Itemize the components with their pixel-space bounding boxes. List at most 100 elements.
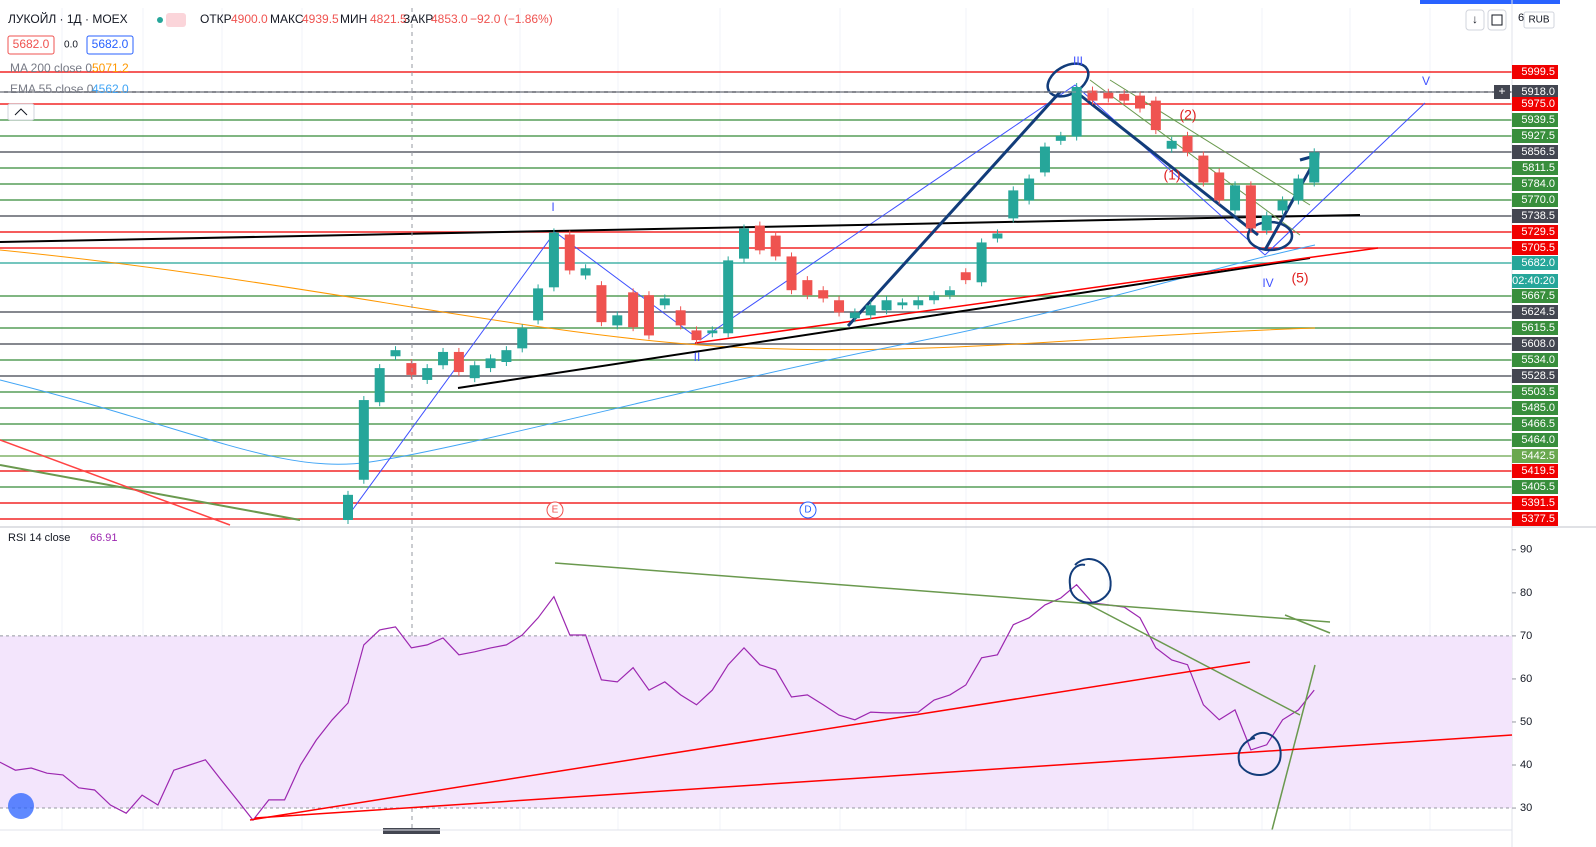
ohlc-value: 4853.0 bbox=[431, 12, 468, 26]
candle-body bbox=[802, 280, 813, 296]
symbol: ЛУКОЙЛ · 1Д · MOEX bbox=[8, 11, 128, 26]
ohlc-label: МИН bbox=[340, 12, 367, 26]
candle-body bbox=[1119, 93, 1130, 101]
candle-body bbox=[1135, 95, 1145, 109]
rsi-drawings bbox=[249, 558, 1513, 831]
candle-body bbox=[944, 290, 955, 296]
candles bbox=[343, 82, 1320, 524]
price-label: 5918.0 bbox=[1521, 86, 1555, 98]
price-label-bg bbox=[1512, 241, 1558, 255]
price-label: 5770.0 bbox=[1521, 194, 1555, 206]
event-marker[interactable] bbox=[546, 501, 564, 519]
candle-body bbox=[818, 290, 829, 299]
candle-body bbox=[707, 330, 718, 334]
price-label-bg bbox=[1512, 85, 1558, 99]
currency-button[interactable] bbox=[1523, 11, 1555, 29]
candle-body bbox=[628, 292, 639, 328]
candle-body bbox=[343, 494, 353, 520]
rsi-value: 66.91 bbox=[90, 532, 118, 544]
price-label-bg bbox=[1512, 353, 1558, 367]
reset-button[interactable] bbox=[1487, 9, 1507, 31]
price-label-bg bbox=[1512, 113, 1558, 127]
price-label-bg bbox=[1512, 274, 1558, 288]
y-tick-label: 80 bbox=[1520, 587, 1532, 599]
event-label: D bbox=[804, 505, 811, 516]
y-tick-label: 90 bbox=[1520, 544, 1532, 556]
candle-body bbox=[1230, 185, 1241, 211]
sell-button[interactable] bbox=[7, 35, 55, 55]
buy-button[interactable] bbox=[86, 35, 134, 55]
price-label: 5615.5 bbox=[1521, 322, 1555, 334]
price-label-bg bbox=[1512, 193, 1558, 207]
collapse-button[interactable] bbox=[7, 103, 35, 121]
candle-body bbox=[786, 256, 797, 291]
candle-body bbox=[659, 298, 670, 306]
candle-body bbox=[723, 260, 734, 334]
candle-body bbox=[1055, 135, 1066, 141]
price-label: 5405.5 bbox=[1521, 481, 1555, 493]
plus-icon: + bbox=[1498, 84, 1505, 98]
candle-body bbox=[453, 351, 464, 373]
candle-body bbox=[1245, 185, 1256, 229]
y-tick-label: 60 bbox=[1520, 673, 1532, 685]
price-label-bg bbox=[1512, 145, 1558, 159]
price-label: 5528.5 bbox=[1521, 370, 1555, 382]
spread: 0.0 bbox=[64, 40, 78, 51]
price-label: 02:40:20 bbox=[1512, 275, 1555, 287]
candle-body bbox=[1309, 152, 1320, 183]
price-label-bg bbox=[1512, 225, 1558, 239]
indicator-label: EMA 55 close 0 bbox=[10, 82, 94, 96]
price-label: 5534.0 bbox=[1521, 354, 1555, 366]
price-label-bg bbox=[1512, 512, 1558, 526]
candle-body bbox=[913, 300, 924, 306]
candle-body bbox=[1024, 178, 1035, 201]
candle-body bbox=[849, 312, 860, 319]
candle-body bbox=[406, 363, 417, 375]
candle-body bbox=[564, 234, 575, 271]
price-label-bg bbox=[1512, 496, 1558, 510]
candle-body bbox=[960, 272, 971, 281]
candle-body bbox=[929, 295, 940, 301]
plus-button[interactable] bbox=[1494, 85, 1510, 99]
candle-body bbox=[358, 400, 369, 480]
price-label: 5784.0 bbox=[1521, 178, 1555, 190]
event-marker[interactable] bbox=[799, 501, 817, 519]
price-label-bg bbox=[1512, 449, 1558, 463]
candle-body bbox=[596, 285, 607, 323]
price-label: 5503.5 bbox=[1521, 386, 1555, 398]
candle-body bbox=[1087, 90, 1098, 101]
price-label-bg bbox=[1512, 97, 1558, 111]
price-label-bg bbox=[1512, 65, 1558, 79]
price-label: 5442.5 bbox=[1521, 450, 1555, 462]
candle-body bbox=[533, 288, 544, 321]
price-label: 5856.5 bbox=[1521, 146, 1555, 158]
rsi-pane bbox=[0, 583, 1512, 822]
candle-body bbox=[485, 358, 496, 369]
wave: II bbox=[694, 350, 701, 364]
candle-body bbox=[834, 300, 845, 313]
price-label-bg bbox=[1512, 337, 1558, 351]
candle-body bbox=[422, 368, 433, 380]
candle-body bbox=[881, 300, 892, 311]
scroll-button[interactable] bbox=[1465, 9, 1485, 31]
ohlc-label: ОТКР bbox=[200, 12, 232, 26]
currency: RUB bbox=[1528, 15, 1549, 26]
candle-body bbox=[643, 295, 654, 336]
candle-body bbox=[1198, 155, 1209, 183]
price-label: 5811.5 bbox=[1522, 162, 1555, 174]
price-label-bg bbox=[1512, 417, 1558, 431]
top-bar bbox=[1420, 0, 1560, 4]
price-label-bg bbox=[1512, 305, 1558, 319]
price-label-bg bbox=[1512, 129, 1558, 143]
price-label-bg bbox=[1512, 401, 1558, 415]
candle-body bbox=[739, 228, 749, 259]
candle-body bbox=[1103, 92, 1114, 99]
time-highlight bbox=[383, 828, 440, 834]
logo[interactable] bbox=[8, 793, 34, 819]
candle-body bbox=[1071, 86, 1082, 137]
sell-price: 5682.0 bbox=[13, 37, 50, 51]
price-label-bg bbox=[1512, 289, 1558, 303]
price-label: 5975.0 bbox=[1521, 98, 1555, 110]
price-label-bg bbox=[1512, 161, 1558, 175]
candle-body bbox=[1039, 146, 1050, 173]
